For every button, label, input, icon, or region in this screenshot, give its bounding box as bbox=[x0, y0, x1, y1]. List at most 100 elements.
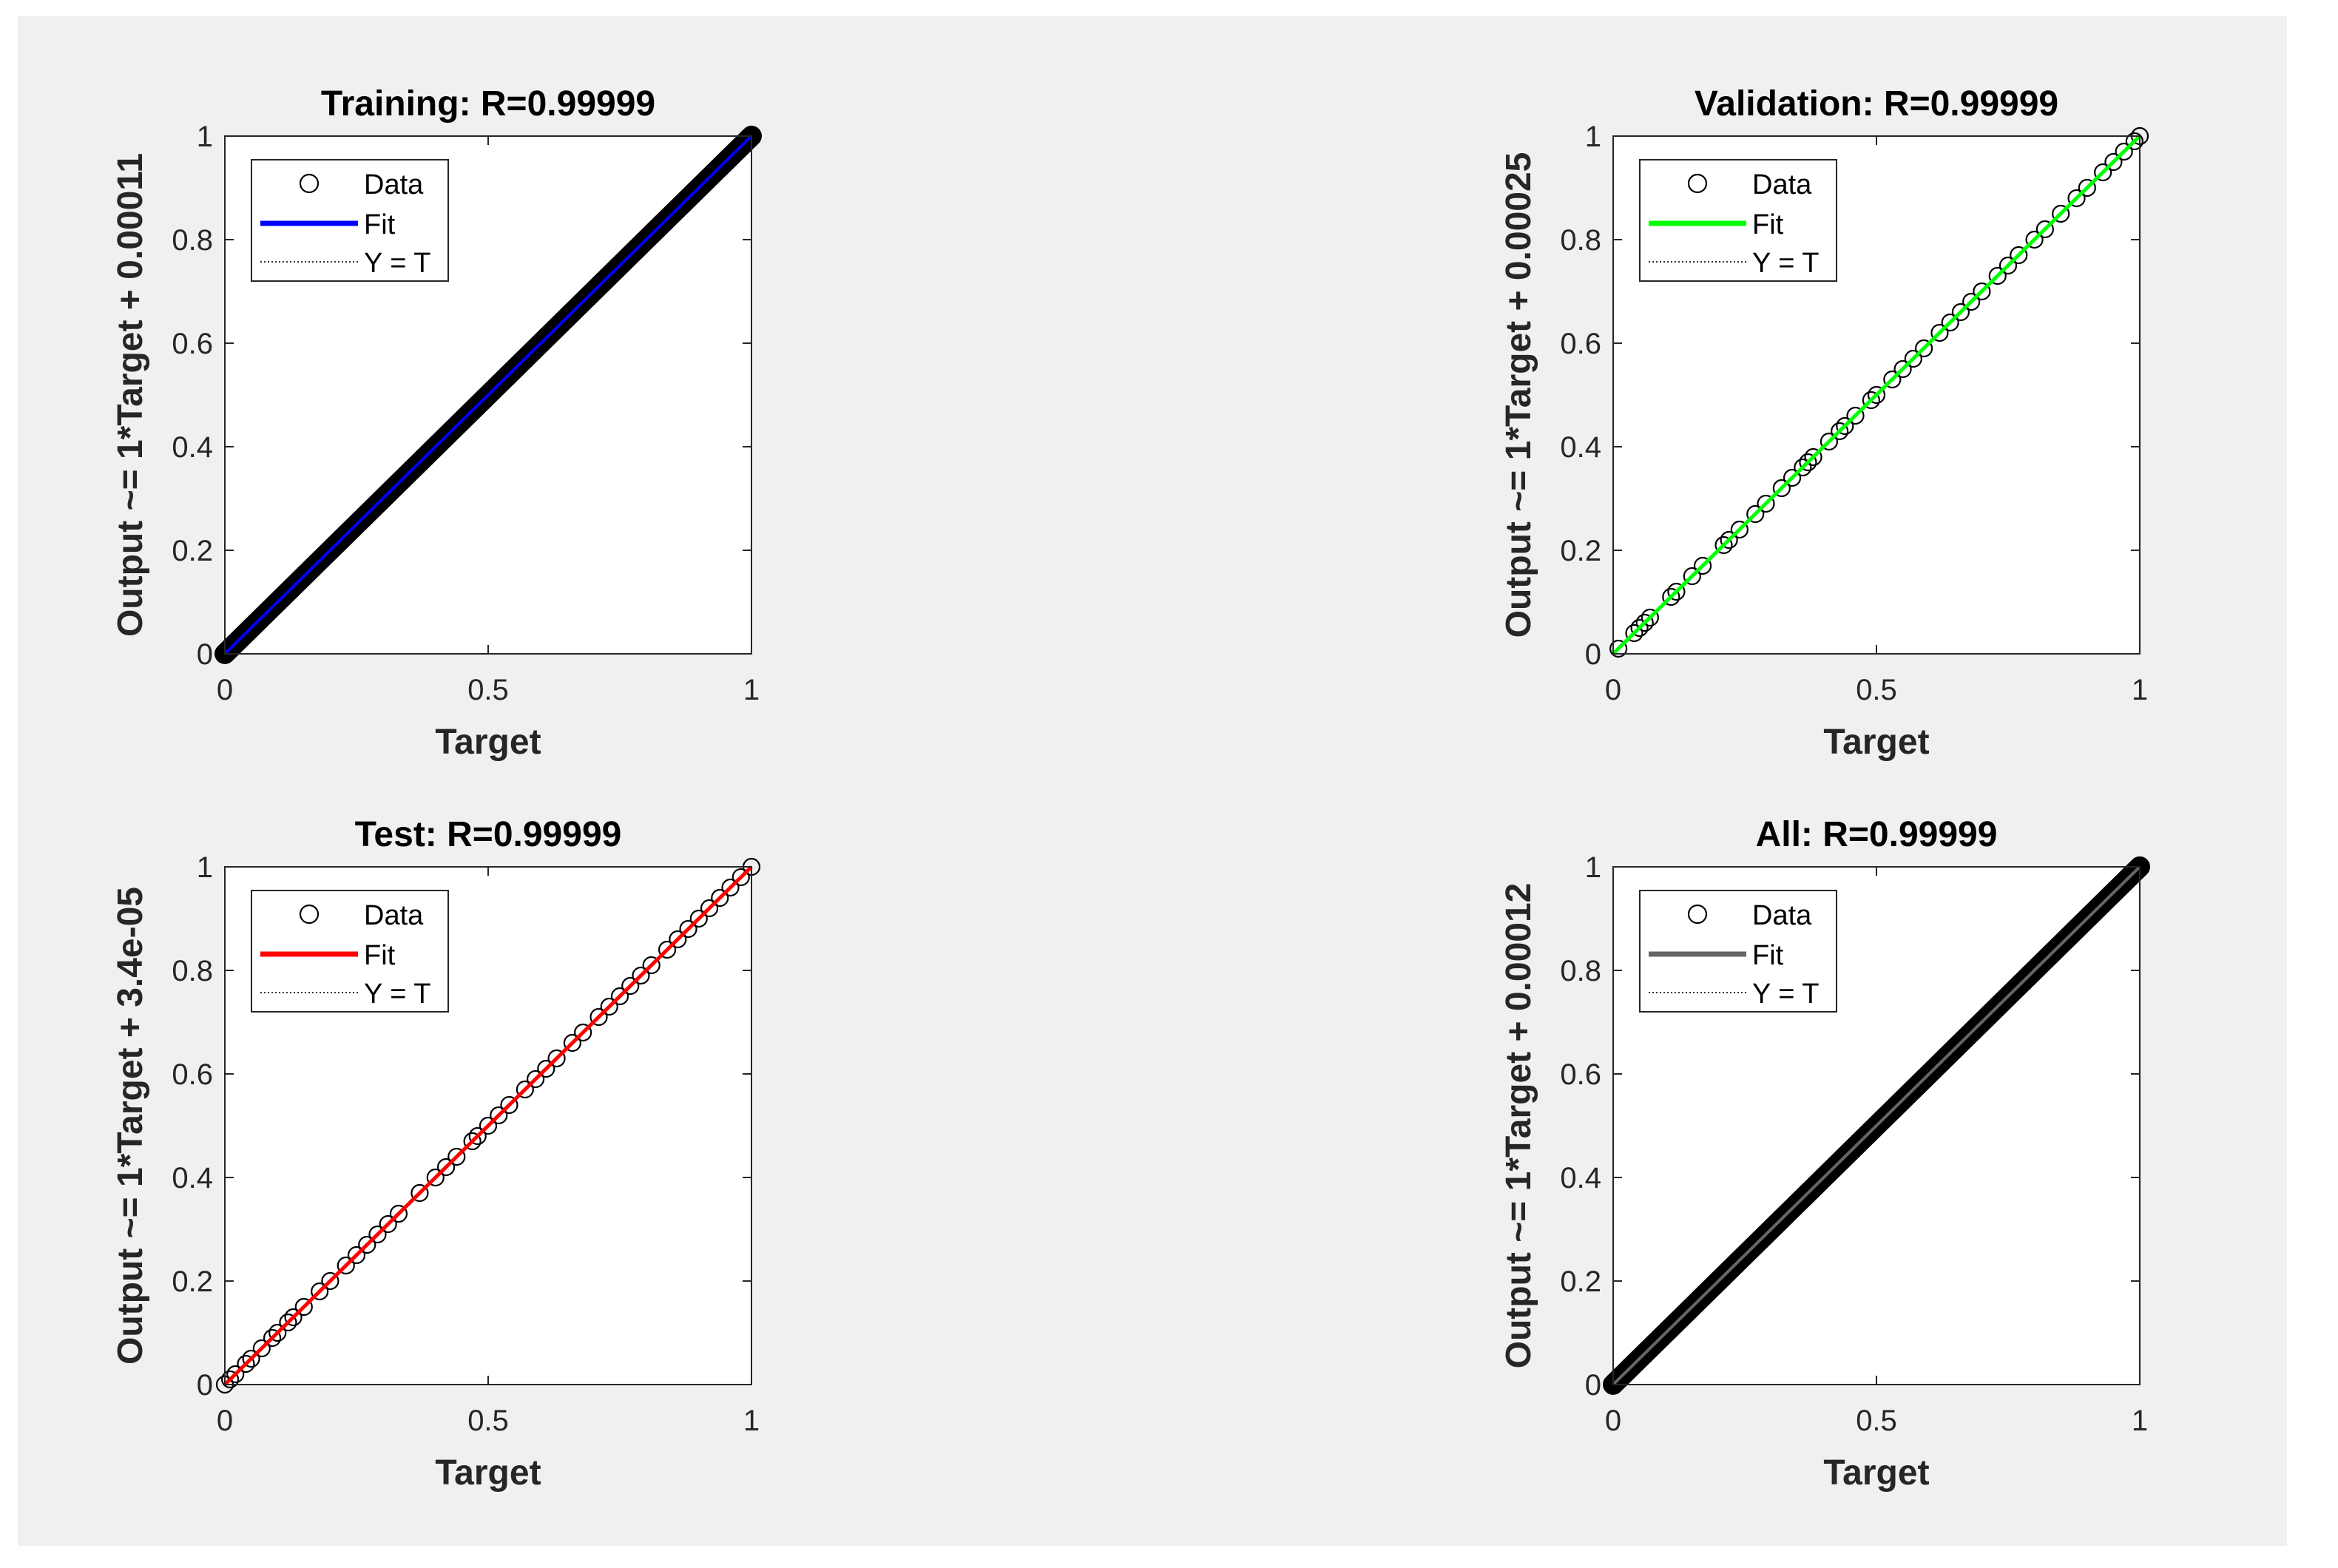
plot-3-data-point bbox=[574, 1023, 592, 1042]
plot-2-legend: Data Fit Y = T bbox=[1639, 159, 1837, 282]
plot-2-title: Validation: R=0.99999 bbox=[1695, 84, 2058, 124]
plot-3-legend-box bbox=[251, 890, 449, 1013]
plot-4-y-axis-label: Output ~= 1*Target + 0.00012 bbox=[1499, 883, 1538, 1369]
plot-2-data-point bbox=[1799, 453, 1817, 472]
plot-3-data-point bbox=[252, 1339, 271, 1358]
plot-4-legend: Data Fit Y = T bbox=[1639, 890, 1837, 1013]
plot-4-legend-box bbox=[1639, 890, 1837, 1013]
plot-2-data-point bbox=[1693, 556, 1712, 575]
plot-1-y-tick-label: 0.4 bbox=[172, 431, 213, 464]
plot-3-data-point bbox=[711, 888, 729, 908]
plot-1-title: Training: R=0.99999 bbox=[321, 84, 655, 124]
plot-2-data-point bbox=[1714, 535, 1733, 555]
plot-1-x-axis-label: Target bbox=[435, 723, 541, 762]
plot-4-legend-data-marker bbox=[1687, 904, 1708, 925]
plot-2-data-point bbox=[2035, 220, 2054, 239]
plot-2-data-point bbox=[1609, 639, 1628, 658]
plot-3-legend-data-marker bbox=[299, 904, 320, 925]
plot-1-x-tick-label: 1 bbox=[743, 674, 760, 706]
plot-3-data-point bbox=[368, 1225, 387, 1244]
plot-3-data-point bbox=[468, 1126, 487, 1146]
plot-3-data-point bbox=[311, 1282, 329, 1301]
plot-3-data-point bbox=[679, 919, 697, 939]
plot-2-data-point bbox=[1746, 504, 1765, 524]
plot-2-data-point bbox=[1720, 530, 1738, 550]
plot-2-data-point bbox=[2052, 204, 2070, 223]
plot-3-data-point bbox=[632, 966, 650, 985]
plot-2: 0 0.5 1 0 0.2 0.4 0.6 0.8 1 Validation: R=0.99999… bbox=[1499, 84, 2149, 762]
plot-3-data-point bbox=[642, 956, 660, 975]
plot-4: 0 0.5 1 0 0.2 0.4 0.6 0.8 1 All: R=0.99999 Target O… bbox=[1499, 815, 2150, 1493]
plot-3-legend-label: Fit bbox=[364, 940, 396, 971]
plot-3-data-point bbox=[389, 1204, 408, 1223]
plot-3-data-point bbox=[563, 1033, 582, 1052]
plot-1-y-tick-label: 0.6 bbox=[172, 328, 213, 360]
plot-3-data-point bbox=[732, 868, 750, 887]
plot-2-data-point bbox=[1783, 468, 1802, 487]
plot-3-y-axis-label: Output ~= 1*Target + 3.4e-05 bbox=[111, 887, 150, 1365]
plot-3-data-point bbox=[689, 909, 708, 928]
plot-4-legend-label: Y = T bbox=[1752, 979, 1820, 1010]
plot-2-data-point bbox=[1667, 582, 1686, 601]
plot-3-data-point bbox=[268, 1323, 287, 1342]
plot-3-data-point bbox=[516, 1080, 534, 1099]
plot-2-data-point bbox=[1883, 370, 1902, 389]
plot-1-legend-box bbox=[251, 159, 449, 282]
plot-1-y-axis-label: Output ~= 1*Target + 0.00011 bbox=[111, 153, 150, 637]
plot-1-legend-data-marker bbox=[299, 173, 320, 194]
plot-2-data-point bbox=[1904, 349, 1922, 368]
plot-1: 0 0.5 1 0 0.2 0.4 0.6 0.8 1 Training: R=0.99999 Ta… bbox=[111, 84, 762, 762]
plot-3-fit-line bbox=[223, 865, 753, 1386]
plot-2-data-point bbox=[1641, 608, 1659, 627]
plot-3-data-point bbox=[500, 1095, 518, 1115]
plot-2-legend-label: Fit bbox=[1752, 209, 1784, 240]
plot-2-data-point bbox=[1836, 416, 1854, 436]
plot-2-x-tick-label: 0 bbox=[1605, 674, 1621, 706]
plot-2-y-tick-label: 0.8 bbox=[1560, 224, 1601, 257]
plot-3-data-point bbox=[279, 1313, 297, 1332]
plot-2-data-point bbox=[2104, 152, 2123, 172]
plot-2-data-point bbox=[1941, 313, 1959, 332]
plot-2-data-point bbox=[1999, 256, 2018, 275]
plot-3-x-tick-label: 1 bbox=[743, 1405, 760, 1437]
plot-2-data-point bbox=[1772, 479, 1791, 498]
plot-3-data-point bbox=[669, 930, 687, 949]
plot-3-data-point bbox=[221, 1370, 240, 1389]
plot-4-x-tick-label: 1 bbox=[2132, 1405, 2148, 1437]
plot-3-x-tick-label: 0 bbox=[217, 1405, 233, 1437]
plot-3-title: Test: R=0.99999 bbox=[355, 815, 622, 854]
plot-2-data-point bbox=[1930, 323, 1949, 342]
plot-2-data-point bbox=[1988, 266, 2007, 285]
plot-3-data-point bbox=[463, 1132, 482, 1151]
plot-4-y-tick-label: 1 bbox=[1585, 851, 1601, 884]
plot-3-data-point bbox=[658, 940, 677, 959]
plot-1-legend-label: Data bbox=[364, 169, 424, 200]
plot-1-x-tick-label: 0 bbox=[217, 674, 233, 706]
plot-3-data-point bbox=[490, 1106, 508, 1125]
plot-2-data-point bbox=[1831, 422, 1849, 441]
plot-2-fit-line bbox=[1612, 135, 2141, 655]
plot-1-legend-label: Fit bbox=[364, 209, 396, 240]
plot-2-x-tick-label: 1 bbox=[2132, 674, 2148, 706]
plot-2-data-point bbox=[2010, 246, 2028, 265]
plot-4-y-tick-label: 0 bbox=[1585, 1369, 1601, 1402]
plot-3-y-tick-label: 0.8 bbox=[172, 955, 213, 987]
plot-1-y-tick-label: 0 bbox=[197, 638, 213, 671]
plot-3-data-point bbox=[479, 1116, 498, 1135]
plot-2-data-point bbox=[1951, 303, 1970, 322]
plot-3-data-point bbox=[379, 1214, 397, 1234]
plot-2-data-point bbox=[2094, 163, 2112, 182]
plot-2-data-point bbox=[1625, 624, 1643, 643]
plot-1-fit-line bbox=[223, 135, 753, 655]
plot-4-x-tick-label: 0.5 bbox=[1856, 1405, 1897, 1437]
plot-3-data-point bbox=[337, 1256, 355, 1275]
plot-2-legend-box bbox=[1639, 159, 1837, 282]
plot-2-data-point bbox=[1730, 520, 1749, 539]
plot-3-data-point bbox=[589, 1007, 608, 1027]
plot-3-data-point bbox=[321, 1271, 339, 1291]
plot-2-data-point bbox=[1846, 406, 1865, 425]
plot-3-data-point bbox=[621, 976, 640, 996]
plot-3-data-point bbox=[600, 997, 618, 1016]
regression-plots-figure: 0 0.5 1 0 0.2 0.4 0.6 0.8 1 Training: R=0.99999 Ta… bbox=[111, 84, 2150, 1493]
plot-3-data-point bbox=[700, 899, 719, 918]
